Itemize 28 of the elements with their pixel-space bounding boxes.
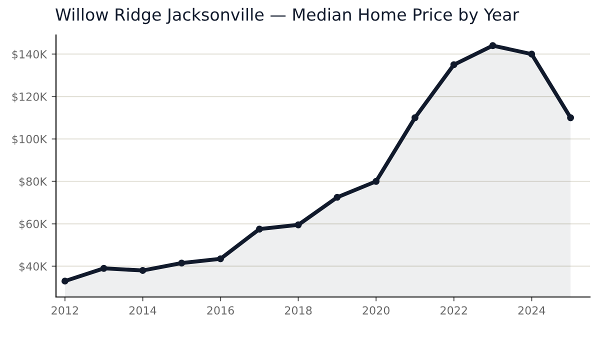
y-tick-label: $40K	[19, 262, 48, 272]
x-tick-label: 2014	[129, 306, 156, 315]
x-tick-label: 2020	[362, 306, 390, 315]
point	[61, 278, 68, 285]
y-tick-label: $120K	[12, 92, 48, 102]
chart-title: Willow Ridge Jacksonville — Median Home Price by Year	[56, 8, 520, 24]
x-tick-label: 2022	[440, 306, 467, 315]
point	[489, 42, 496, 50]
x-tick-label: 2012	[52, 306, 78, 315]
y-tick-label: $60K	[19, 220, 48, 230]
point	[450, 61, 458, 68]
point	[294, 221, 302, 228]
point	[139, 267, 146, 274]
point	[217, 255, 224, 262]
y-tick-label: $100K	[12, 134, 48, 145]
x-tick-label: 2024	[518, 306, 546, 315]
point	[528, 50, 536, 58]
point	[256, 226, 263, 233]
y-tick-label: $80K	[19, 177, 48, 188]
point	[372, 178, 380, 185]
y-tick-label: $140K	[12, 50, 48, 60]
point	[100, 264, 108, 272]
point	[178, 260, 186, 267]
point	[334, 194, 341, 201]
point	[412, 114, 418, 122]
point	[567, 114, 574, 122]
x-tick-label: 2016	[207, 306, 234, 315]
x-tick-label: 2018	[284, 306, 312, 315]
